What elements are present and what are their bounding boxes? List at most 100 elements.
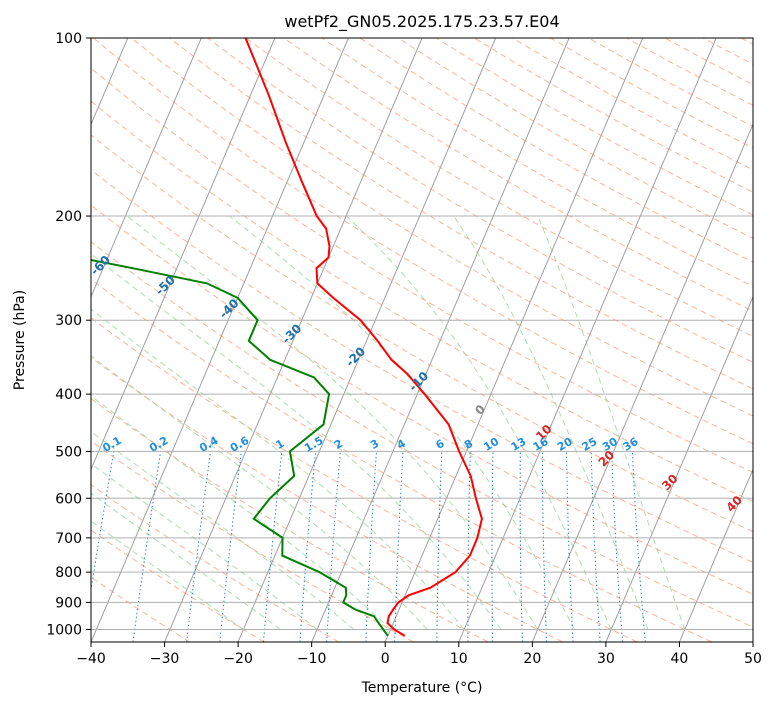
isotherm xyxy=(384,38,644,642)
x-tick-label: −40 xyxy=(76,651,106,667)
dry-adiabat xyxy=(92,38,753,445)
mixing-ratio-line xyxy=(590,451,601,642)
mixing-ratio-line xyxy=(519,451,523,642)
plot-frame xyxy=(90,37,754,643)
x-axis: −40 −30 −20 −10 0 10 20 30 40 50 xyxy=(76,642,762,667)
isotherm-label: -30 xyxy=(279,321,304,346)
temperature-profile-line xyxy=(244,38,483,637)
isotherm xyxy=(91,38,202,299)
x-tick-label: 10 xyxy=(450,651,468,667)
dry-adiabat xyxy=(512,38,753,171)
dry-adiabat xyxy=(321,38,753,287)
isotherm xyxy=(91,38,276,471)
gridlines xyxy=(91,38,753,630)
dry-adiabat xyxy=(91,204,753,595)
background-lines xyxy=(91,38,753,642)
mixing-ratio-line xyxy=(186,451,211,642)
moist-adiabat xyxy=(91,253,502,630)
moist-adiabat xyxy=(91,492,281,630)
x-tick-label: −20 xyxy=(223,651,253,667)
isotherm-label: -20 xyxy=(343,344,368,369)
moist-adiabat xyxy=(537,215,686,630)
mixing-ratio-line xyxy=(132,451,162,642)
mixing-ratio-label: 4 xyxy=(395,437,408,452)
moist-adiabat xyxy=(91,355,428,630)
dry-adiabat xyxy=(131,38,753,417)
moist-adiabat xyxy=(126,215,539,630)
series-layer xyxy=(91,38,483,637)
dry-adiabat xyxy=(91,529,265,642)
mixing-ratio-line xyxy=(91,451,115,593)
mixing-ratio-line xyxy=(299,451,317,642)
x-tick-label: 20 xyxy=(523,651,541,667)
dry-adiabat xyxy=(702,38,753,65)
mixing-ratio-label: 3 xyxy=(368,437,381,452)
x-tick-label: 0 xyxy=(381,651,390,667)
isotherm-label: -40 xyxy=(216,296,241,321)
dry-adiabat xyxy=(91,576,190,642)
isotherm xyxy=(678,468,753,642)
dry-adiabat xyxy=(664,38,753,86)
isotherm-label: 0 xyxy=(472,402,488,418)
dry-adiabat xyxy=(91,134,753,533)
dry-adiabat xyxy=(359,38,753,263)
y-tick-label: 300 xyxy=(55,313,82,329)
dry-adiabat xyxy=(169,38,753,390)
dry-adiabat xyxy=(91,317,638,642)
mixing-ratio-line xyxy=(491,451,494,642)
isotherm xyxy=(164,38,423,642)
mixing-ratio-line xyxy=(263,451,283,642)
mixing-ratio-line xyxy=(611,451,624,642)
y-tick-label: 900 xyxy=(55,595,82,611)
y-tick-label: 600 xyxy=(55,491,82,507)
isotherm xyxy=(91,38,349,642)
dry-adiabat xyxy=(283,38,753,312)
isotherm xyxy=(237,38,497,642)
dry-adiabat xyxy=(550,38,753,149)
y-tick-label: 100 xyxy=(55,31,82,47)
moist-adiabat xyxy=(91,520,244,630)
x-axis-title: Temperature (°C) xyxy=(361,680,483,696)
isotherm xyxy=(752,640,753,642)
isotherm-label: -10 xyxy=(406,369,431,394)
x-tick-label: 30 xyxy=(597,651,615,667)
x-tick-label: −10 xyxy=(297,651,327,667)
mixing-ratio-line xyxy=(631,451,646,642)
dry-adiabat xyxy=(91,100,753,503)
isotherm xyxy=(311,38,570,642)
y-tick-label: 400 xyxy=(55,387,82,403)
mixing-ratio-line xyxy=(566,451,574,642)
mixing-ratio-line xyxy=(219,451,242,642)
isotherm-label: -70 xyxy=(21,237,46,262)
moist-adiabat xyxy=(453,215,649,630)
y-tick-label: 1000 xyxy=(46,622,82,638)
dry-adiabat xyxy=(91,278,713,642)
isotherm-label: -60 xyxy=(88,253,113,278)
x-tick-label: 40 xyxy=(671,651,689,667)
dry-adiabat xyxy=(588,38,753,127)
y-tick-label: 500 xyxy=(55,444,82,460)
y-tick-label: 800 xyxy=(55,565,82,581)
isotherm xyxy=(531,123,753,642)
moist-adiabat xyxy=(229,215,575,630)
dry-adiabat xyxy=(91,357,563,642)
dry-adiabat xyxy=(91,398,489,642)
y-tick-label: 700 xyxy=(55,531,82,547)
x-tick-label: −30 xyxy=(150,651,180,667)
isotherm xyxy=(458,38,717,642)
dewpoint-profile-line xyxy=(91,258,389,637)
dry-adiabat xyxy=(91,440,414,642)
mixing-ratio-label: 1 xyxy=(274,437,287,452)
moist-adiabat xyxy=(91,395,391,630)
mixing-ratio-line xyxy=(436,451,443,642)
y-axis: 100 200 300 400 500 600 700 800 900 1000 xyxy=(46,31,91,638)
dry-adiabat xyxy=(91,484,340,642)
chart-title: wetPf2_GN05.2025.175.23.57.E04 xyxy=(284,12,559,32)
isotherm xyxy=(605,295,753,642)
y-tick-label: 200 xyxy=(55,209,82,225)
dry-adiabat xyxy=(245,38,753,337)
x-tick-label: 50 xyxy=(744,651,762,667)
dry-adiabat xyxy=(91,241,753,628)
mixing-ratio-line xyxy=(467,451,471,642)
